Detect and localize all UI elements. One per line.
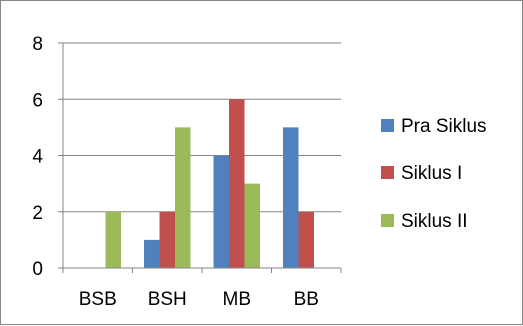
bars [105,99,314,268]
bar-siklus-ii-mb [244,183,260,268]
y-tick-label: 8 [32,34,43,55]
x-axis-labels: BSB BSH MB BB [79,289,319,310]
gridlines [63,42,341,213]
bar-siklus-i-bb [298,211,314,268]
bar-siklus-ii-bsb [105,211,121,268]
legend-label: Siklus I [401,163,462,184]
legend: Pra Siklus Siklus I Siklus II [381,116,487,232]
y-tick-label: 6 [32,90,43,111]
bar-pra-siklus-bb [283,127,299,268]
x-category-label: BB [294,289,319,310]
y-tick-label: 0 [32,259,43,280]
x-category-label: BSH [148,289,187,310]
y-axis-ticks: 0 2 4 6 8 [32,34,63,280]
x-category-label: MB [223,289,252,310]
y-tick-label: 2 [32,203,43,224]
bar-siklus-i-bsh [159,211,175,268]
axes [62,43,342,273]
legend-label: Siklus II [401,211,468,232]
bar-siklus-ii-bsh [175,127,191,268]
bar-siklus-i-mb [229,99,245,268]
legend-label: Pra Siklus [401,116,487,137]
legend-swatch [381,119,394,132]
y-tick-label: 4 [32,147,43,168]
bar-pra-siklus-mb [213,155,229,268]
x-category-label: BSB [79,289,117,310]
bar-pra-siklus-bsh [144,239,160,268]
legend-swatch [381,214,394,227]
legend-swatch [381,166,394,179]
